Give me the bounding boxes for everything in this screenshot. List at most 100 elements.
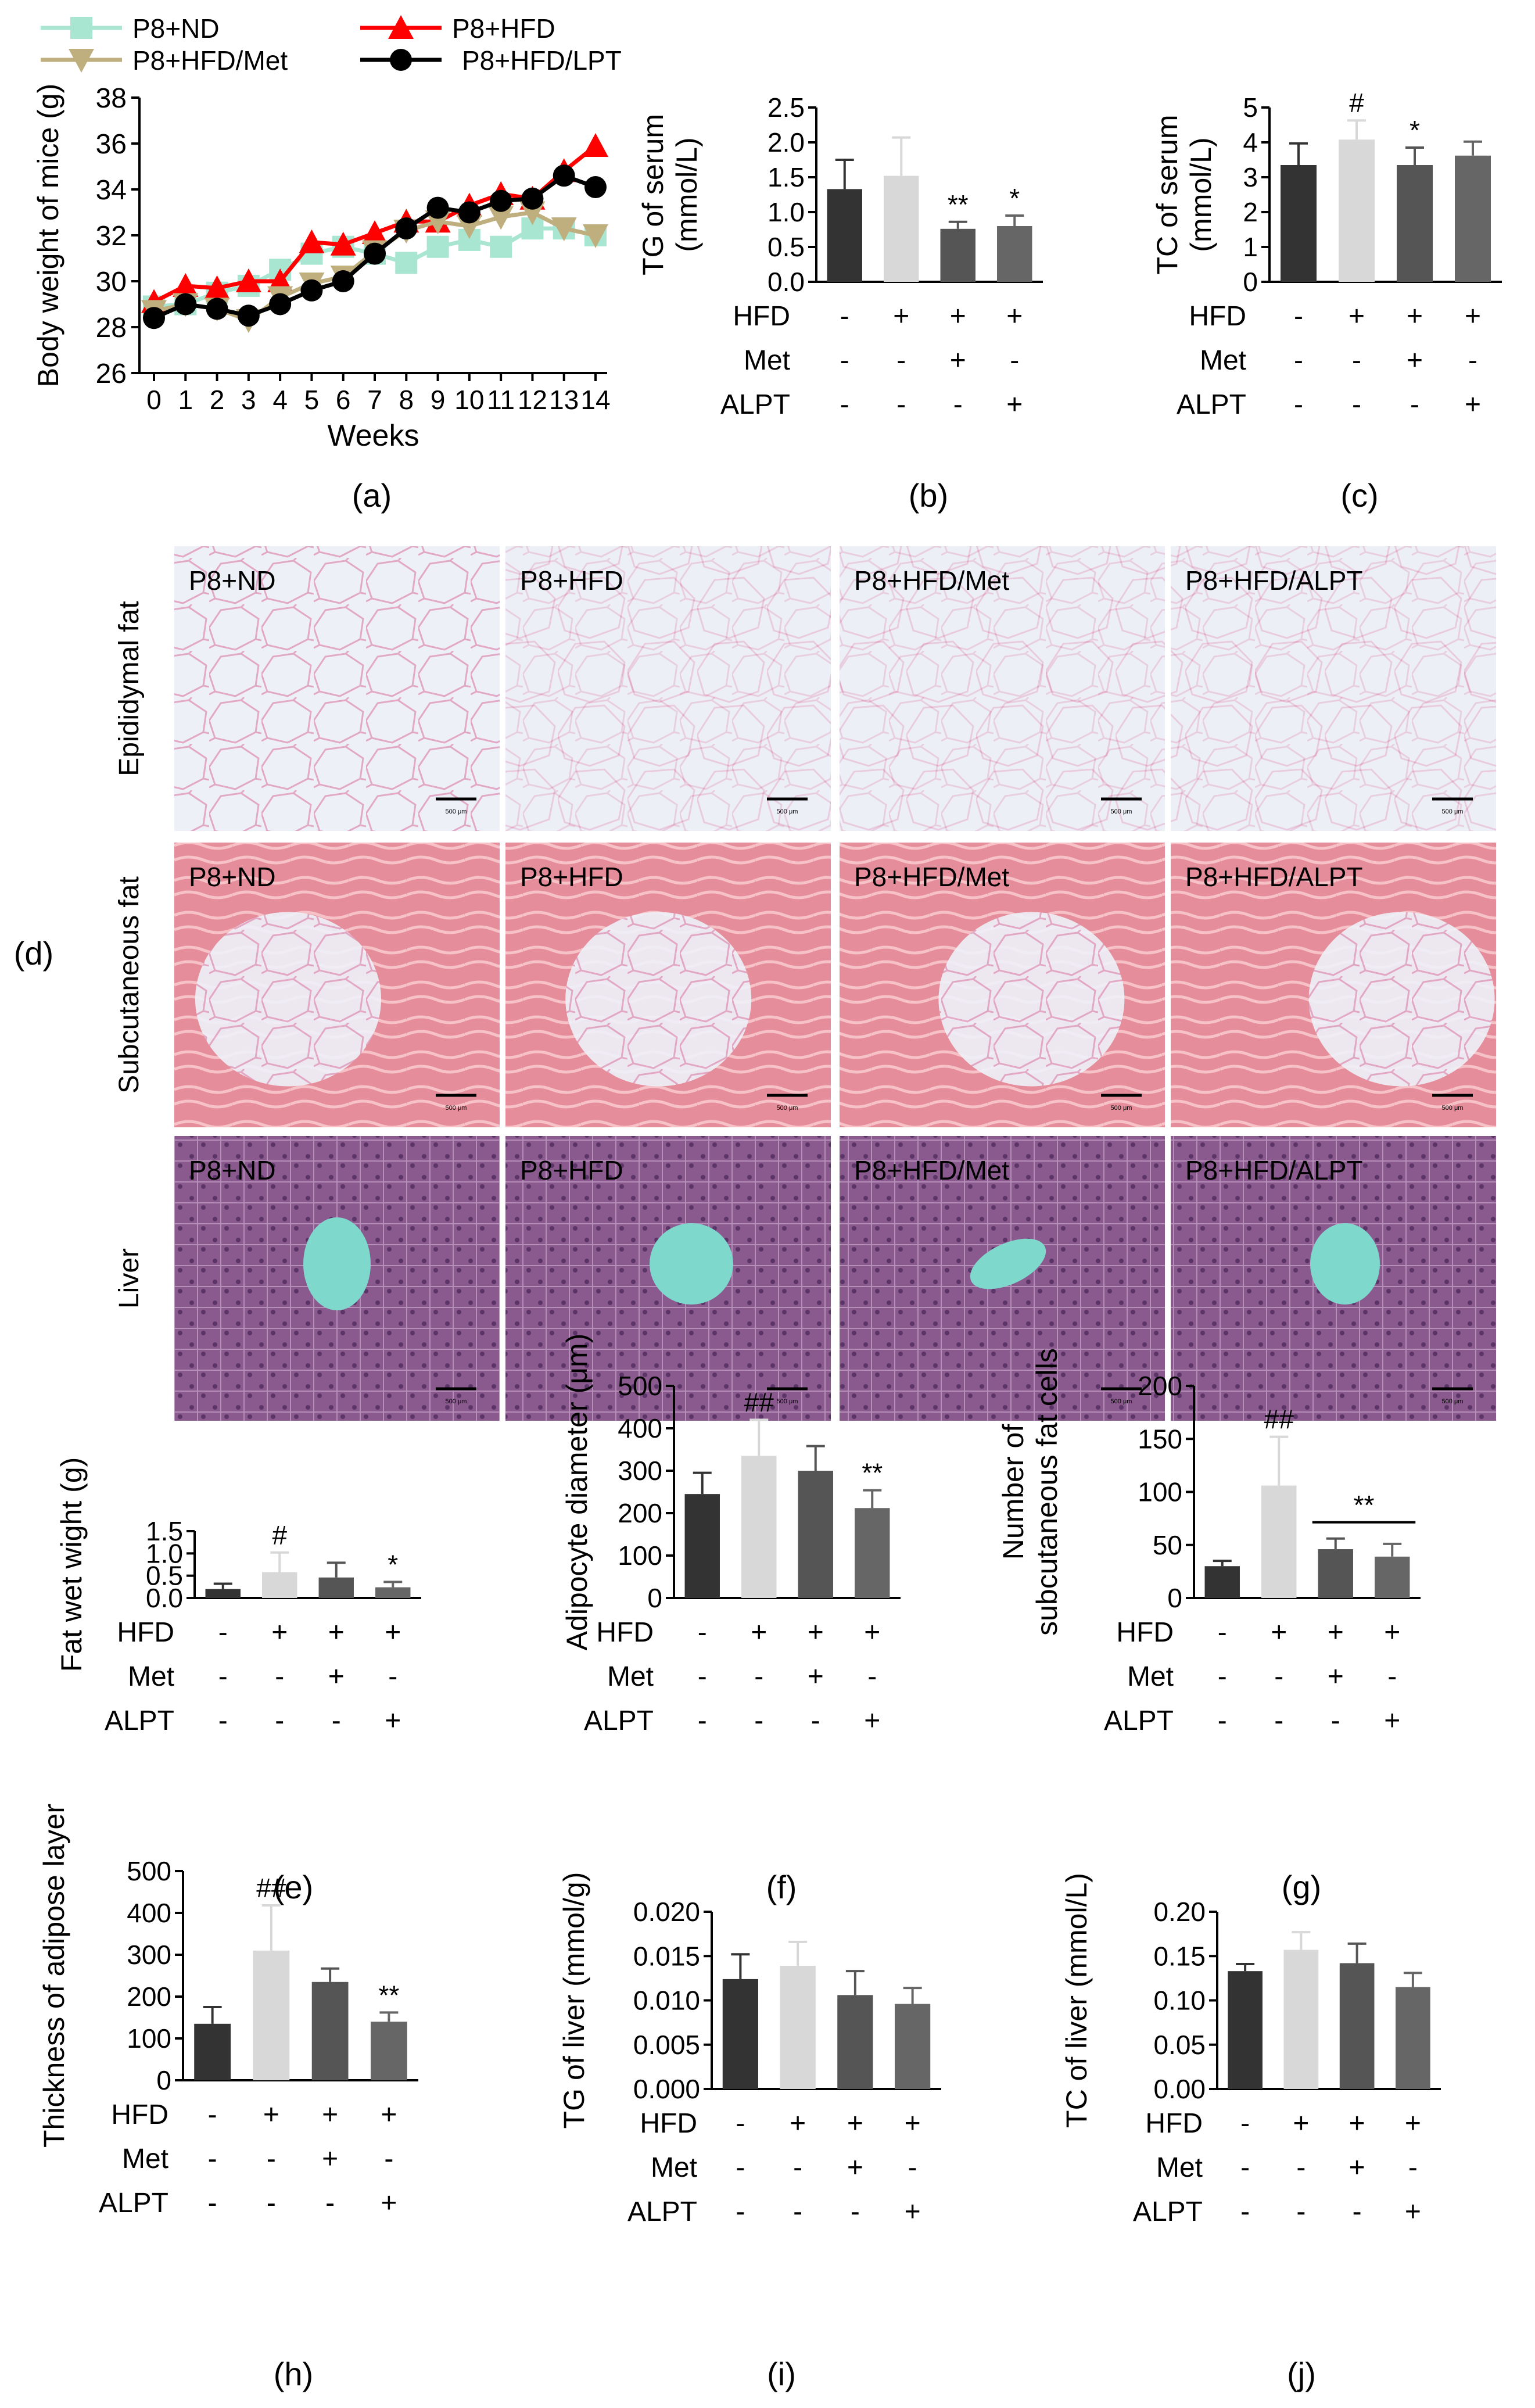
treatment-symbol: -: [267, 2144, 276, 2174]
treatment-symbol: -: [218, 1705, 228, 1736]
data-point: [395, 217, 418, 240]
histology-image: P8+HFD 500 μm: [505, 1136, 831, 1421]
y-tick-label: 1.0: [146, 1538, 183, 1568]
x-tick-label: 1: [178, 385, 193, 415]
panel-label-j: (j): [1287, 2356, 1316, 2392]
treatment-symbol: -: [1410, 389, 1419, 420]
x-tick-label: 11: [487, 385, 515, 415]
legend-label: P8+HFD: [452, 13, 555, 44]
treatment-symbol: -: [867, 1661, 877, 1692]
treatment-symbol: -: [267, 2188, 276, 2219]
treatment-symbol: -: [1218, 1705, 1227, 1736]
treatment-row-label: ALPT: [99, 2188, 168, 2219]
treatment-row-label: ALPT: [1104, 1705, 1174, 1736]
y-tick-label: 0.000: [633, 2074, 700, 2104]
treatment-symbol: -: [218, 1617, 228, 1648]
histology-image: P8+HFD 500 μm: [505, 843, 831, 1127]
data-point: [362, 220, 388, 245]
data-point: [426, 196, 449, 219]
treatment-row-label: Met: [1127, 1661, 1174, 1692]
y-tick-label: 100: [1138, 1477, 1182, 1507]
panel-label-c: (c): [1340, 477, 1378, 514]
significance-label: **: [862, 1458, 883, 1488]
treatment-symbol: +: [905, 2196, 921, 2227]
fat-region: [938, 912, 1125, 1087]
panel-label-b: (b): [909, 477, 948, 514]
x-tick-label: 3: [241, 385, 256, 415]
bar: [318, 1577, 354, 1598]
fat-region: [1308, 912, 1495, 1087]
y-tick-label: 3: [1243, 162, 1258, 192]
central-vein: [1310, 1223, 1380, 1305]
bar: [798, 1471, 833, 1598]
bar: [1397, 165, 1433, 282]
data-point: [143, 307, 165, 329]
y-tick-label: 100: [127, 2023, 171, 2054]
significance-label: *: [388, 1549, 398, 1579]
y-tick-label: 0: [1167, 1583, 1182, 1613]
treatment-symbol: +: [1328, 1661, 1344, 1692]
treatment-row-label: Met: [607, 1661, 654, 1692]
y-tick-label: 0.5: [146, 1561, 183, 1591]
histology-row-label: Subcutaneous fat: [114, 876, 145, 1094]
treatment-symbol: -: [1294, 389, 1303, 420]
y-tick-label: 150: [1138, 1424, 1182, 1454]
bar: [370, 2022, 407, 2080]
x-tick-label: 0: [146, 385, 162, 415]
treatment-symbol: +: [328, 1617, 345, 1648]
treatment-symbol: -: [1240, 2196, 1250, 2227]
treatment-symbol: +: [1328, 1617, 1344, 1648]
data-point: [204, 275, 230, 299]
treatment-row-label: ALPT: [720, 389, 790, 420]
data-point: [584, 176, 607, 199]
legend: P8+ND P8+HFD P8+HFD/Met P8+HFD/LPT: [41, 13, 622, 76]
treatment-symbol: -: [793, 2196, 802, 2227]
y-tick-label: 500: [618, 1371, 662, 1401]
significance-label: **: [948, 189, 969, 220]
histology-group-label: P8+ND: [189, 565, 276, 596]
treatment-symbol: -: [325, 2188, 335, 2219]
y-tick-label: 0.15: [1153, 1941, 1206, 1971]
histology-image: P8+HFD/ALPT 500 μm: [1171, 843, 1496, 1127]
scale-bar-label: 500 μm: [1111, 808, 1132, 815]
treatment-symbol: -: [1274, 1661, 1283, 1692]
treatment-symbol: +: [808, 1661, 824, 1692]
data-point: [395, 252, 418, 274]
data-point: [299, 229, 325, 253]
histology-image: P8+HFD 500 μm: [505, 546, 831, 831]
treatment-symbol: +: [263, 2099, 279, 2130]
histology-image: P8+HFD/Met 500 μm: [840, 843, 1165, 1127]
y-tick-label: 1.5: [146, 1516, 183, 1546]
treatment-symbol: +: [271, 1617, 288, 1648]
treatment-symbol: -: [1296, 2152, 1306, 2183]
y-tick-label: 400: [127, 1898, 171, 1928]
treatment-symbol: +: [1405, 2108, 1421, 2139]
histology-tissue-overlay: [840, 546, 1165, 831]
treatment-symbol: +: [1349, 2108, 1365, 2139]
treatment-symbol: -: [1240, 2108, 1250, 2139]
bar: [1281, 165, 1317, 282]
legend-swatch-marker: [69, 49, 94, 73]
y-tick-label: 5: [1243, 92, 1258, 123]
treatment-symbol: -: [736, 2108, 745, 2139]
y-tick-label: 400: [618, 1413, 662, 1443]
data-point: [206, 298, 228, 320]
y-axis-title: Number ofsubcutaneous fat cells: [997, 1348, 1063, 1636]
y-tick-label: 0.020: [633, 1897, 700, 1927]
x-tick-label: 7: [367, 385, 382, 415]
treatment-symbol: -: [208, 2099, 217, 2130]
treatment-row-label: ALPT: [1133, 2196, 1203, 2227]
treatment-symbol: +: [1384, 1617, 1400, 1648]
bar: [940, 228, 975, 282]
x-tick-label: 5: [304, 385, 320, 415]
histology-group-label: P8+HFD: [520, 862, 623, 892]
data-point: [173, 273, 199, 297]
data-point: [490, 189, 512, 212]
y-tick-label: 0: [156, 2065, 171, 2095]
panel-label-g: (g): [1282, 1869, 1321, 1905]
treatment-symbol: -: [1352, 345, 1361, 376]
bar: [884, 175, 919, 282]
bar: [1375, 1556, 1410, 1598]
